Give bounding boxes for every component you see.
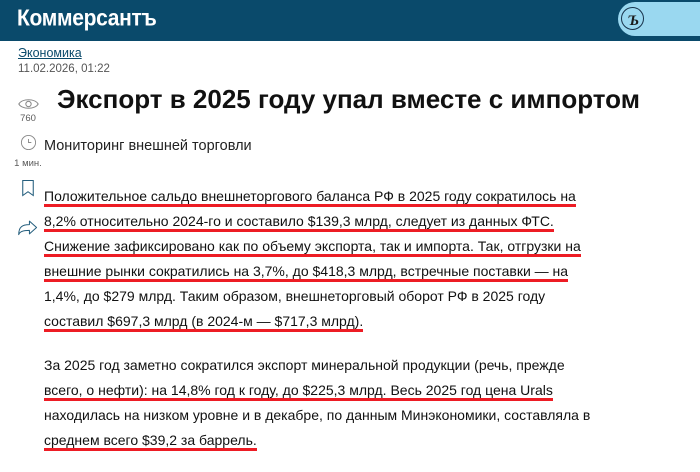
svg-text:Ъ: Ъ (628, 13, 639, 29)
